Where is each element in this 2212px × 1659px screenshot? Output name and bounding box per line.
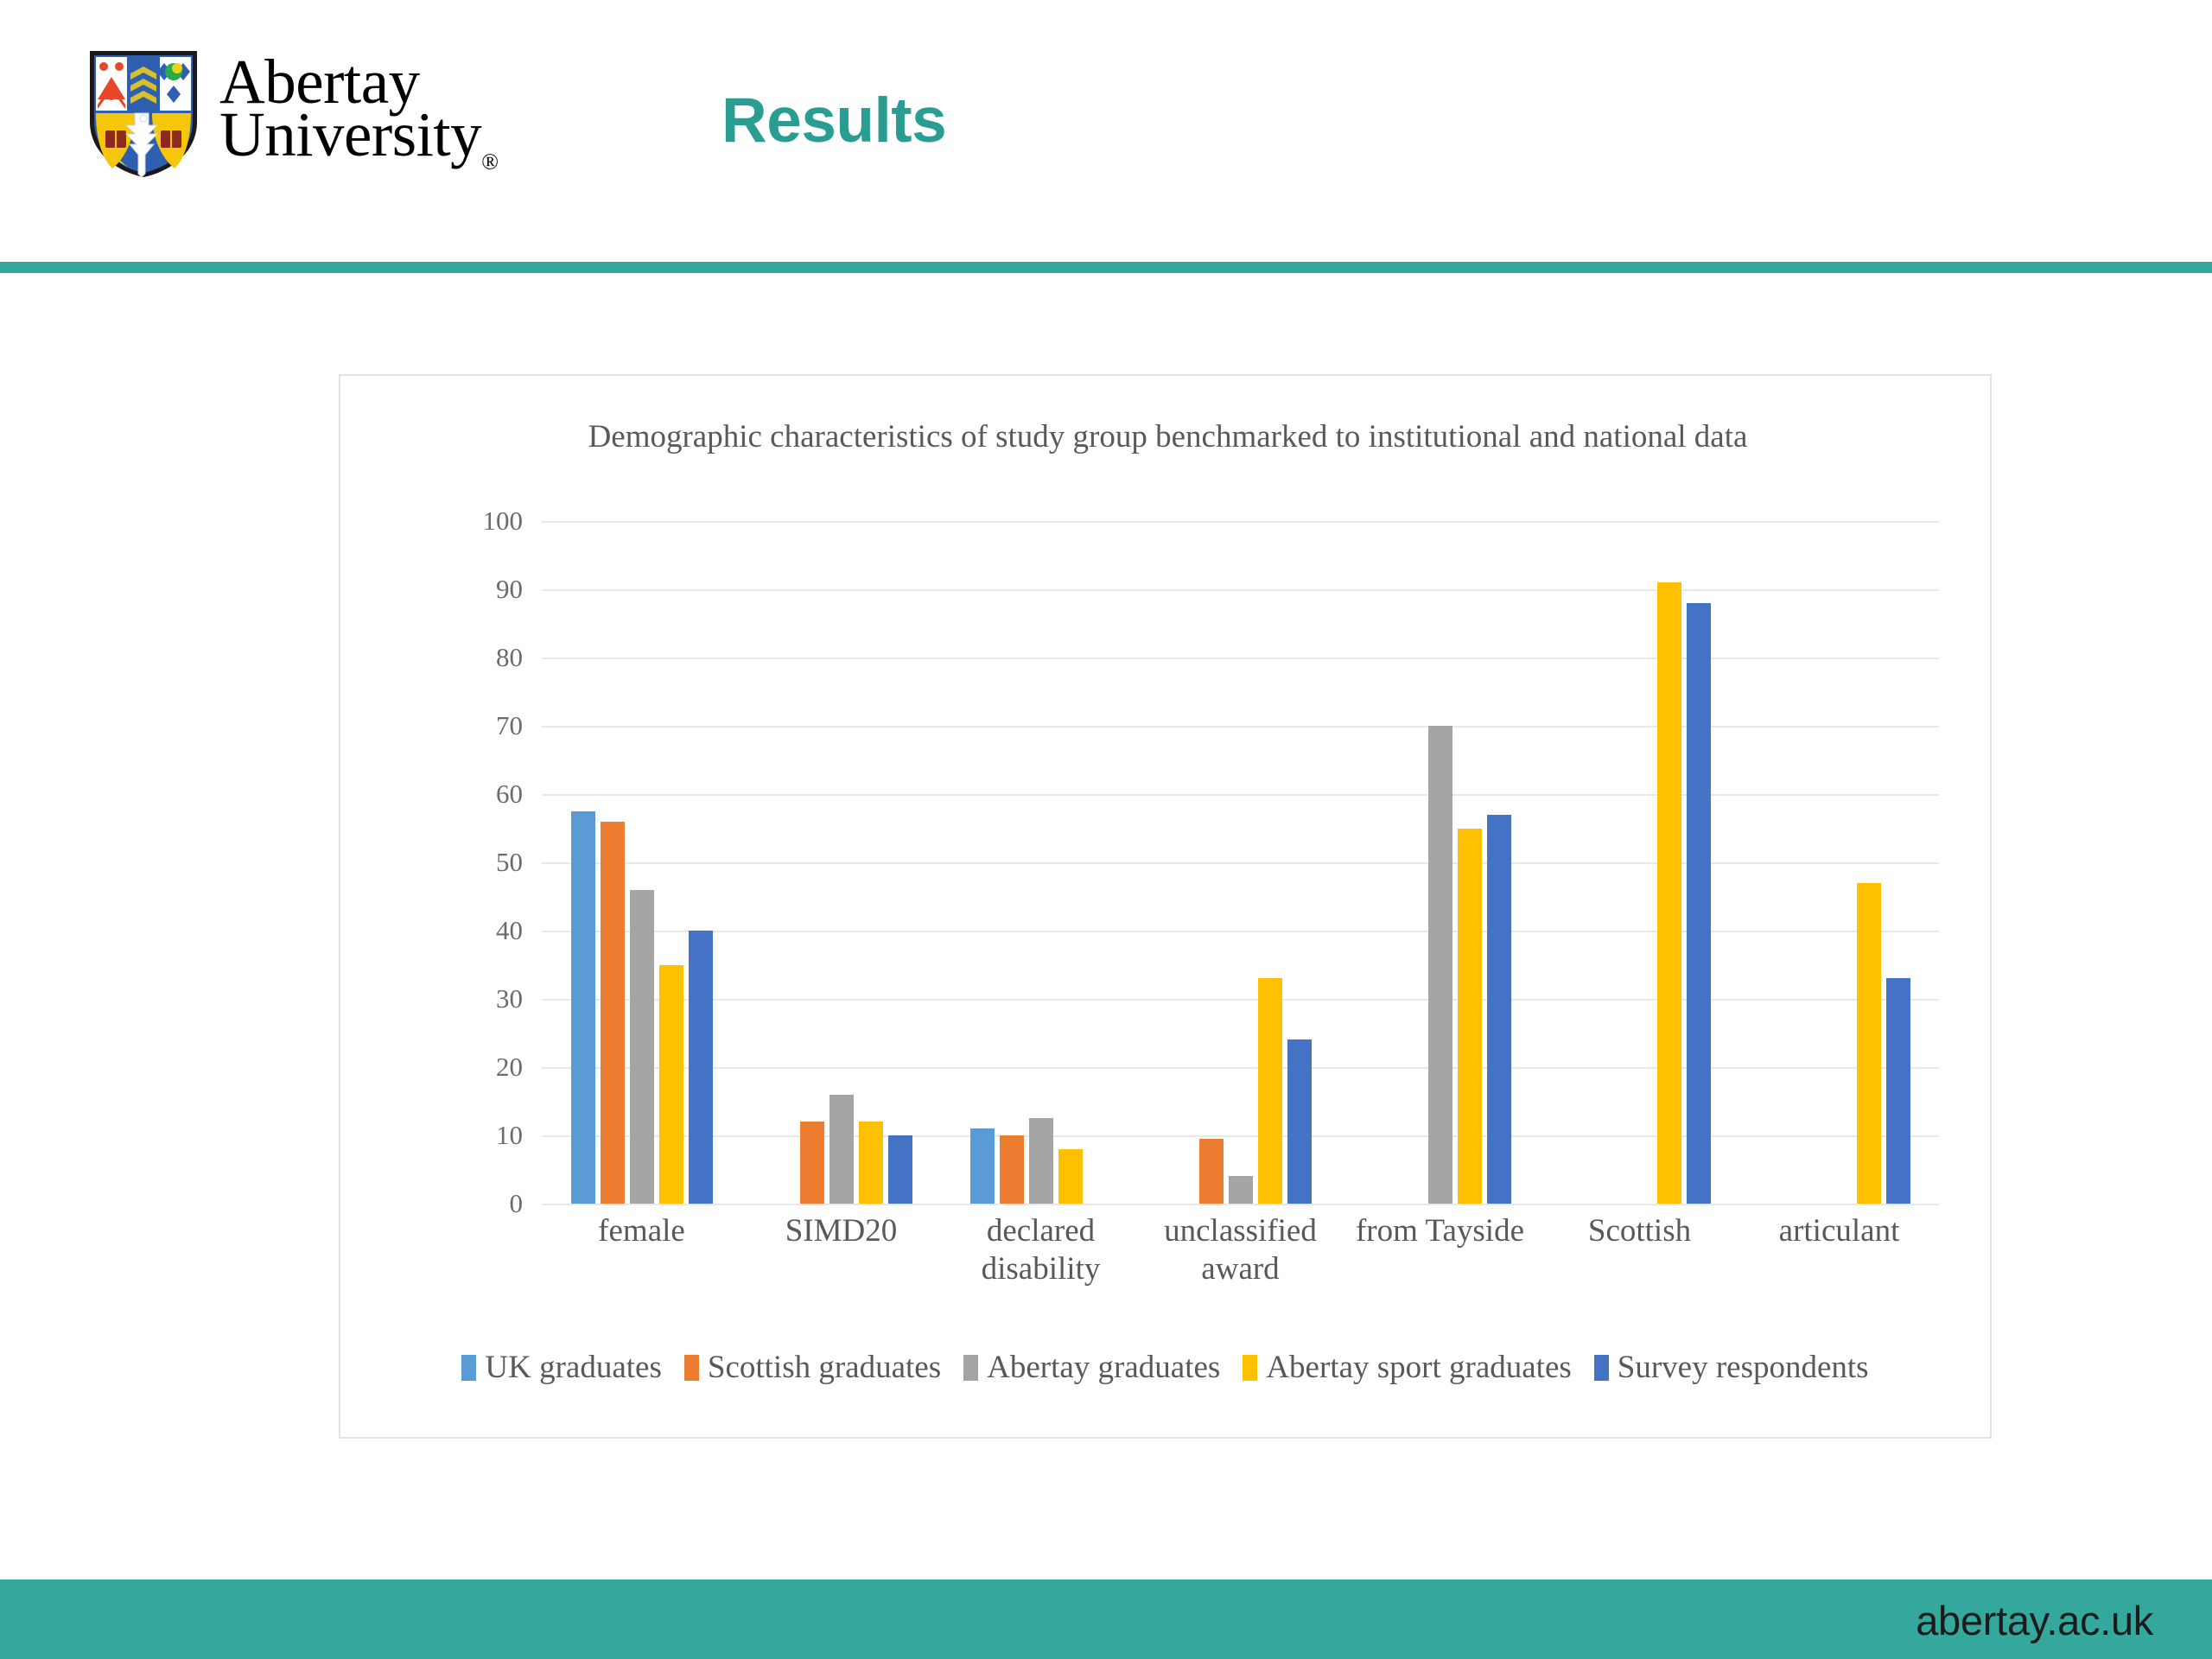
gridline (542, 521, 1939, 523)
bar-group (1141, 521, 1340, 1204)
x-axis-tick-label: Scottish (1587, 1213, 1692, 1249)
bar (1686, 602, 1711, 1204)
bar (629, 889, 654, 1204)
bar (1287, 1039, 1312, 1204)
wordmark-line-abertay: Abertay (219, 46, 420, 117)
chart-legend: UK graduates Scottish graduates Abertay gr… (340, 1349, 1990, 1386)
y-axis-tick-label: 90 (496, 574, 523, 604)
bar (887, 1135, 912, 1204)
bar-group (1540, 521, 1739, 1204)
slide-footer: abertay.ac.uk (0, 1580, 2212, 1659)
y-axis-tick-label: 70 (496, 710, 523, 741)
abertay-university-crest-icon (90, 51, 197, 178)
legend-label: Scottish graduates (707, 1350, 942, 1385)
y-axis-tick-label: 40 (496, 915, 523, 945)
bar (658, 964, 683, 1204)
x-axis-tick-label: declared disability (981, 1213, 1101, 1287)
bar-group (741, 521, 941, 1204)
gridline (542, 1067, 1939, 1069)
bar-group (1340, 521, 1540, 1204)
bar-group (542, 521, 741, 1204)
bar (1058, 1148, 1083, 1204)
y-axis-tick-label: 30 (496, 983, 523, 1014)
bar (858, 1122, 883, 1204)
abertay-logo: Abertay University® (86, 46, 499, 179)
bar (829, 1094, 854, 1204)
bar (969, 1128, 995, 1204)
bar (1427, 726, 1452, 1204)
y-axis-tick-label: 50 (496, 847, 523, 877)
gridline (542, 862, 1939, 864)
gridline (542, 726, 1939, 728)
y-axis-tick-label: 100 (482, 505, 524, 536)
bar-group (941, 521, 1141, 1204)
legend-label: Survey respondents (1617, 1350, 1869, 1385)
x-axis-tick-label: unclassified award (1164, 1213, 1317, 1287)
legend-label: Abertay graduates (987, 1350, 1221, 1385)
x-axis-tick-label: articulant (1778, 1213, 1900, 1249)
gridline (542, 794, 1939, 796)
legend-swatch-icon (683, 1354, 699, 1381)
page-title: Results (721, 86, 947, 156)
bar (1656, 582, 1681, 1204)
gridline (542, 1135, 1939, 1137)
y-axis-tick-label: 80 (496, 642, 523, 672)
chart-container: Demographic characteristics of study gro… (339, 374, 1992, 1439)
gridline (542, 589, 1939, 591)
legend-item: Scottish graduates (683, 1349, 942, 1386)
legend-swatch-icon (1593, 1354, 1609, 1381)
y-axis-tick-label: 60 (496, 779, 523, 809)
legend-item: UK graduates (461, 1349, 662, 1386)
gridline (542, 658, 1939, 659)
legend-swatch-icon (461, 1354, 477, 1381)
bar (999, 1135, 1024, 1204)
gridline (542, 999, 1939, 1001)
gridline (542, 931, 1939, 932)
bar (1457, 828, 1482, 1204)
header-divider (0, 262, 2212, 273)
legend-item: Abertay graduates (963, 1349, 1220, 1386)
bar-group (1739, 521, 1939, 1204)
bar (600, 821, 625, 1204)
wordmark-line-university: University® (219, 99, 499, 175)
gridline (542, 1204, 1939, 1205)
bar (1228, 1176, 1253, 1204)
y-axis-tick-label: 10 (496, 1120, 523, 1150)
x-axis-tick-label: SIMD20 (785, 1213, 898, 1249)
y-axis-tick-label: 20 (496, 1052, 523, 1082)
bar (1198, 1138, 1224, 1204)
bar (799, 1122, 824, 1204)
bar (1028, 1118, 1053, 1204)
chart-bars-layer (542, 521, 1939, 1204)
footer-url: abertay.ac.uk (1916, 1598, 2153, 1643)
bar (688, 931, 713, 1204)
legend-swatch-icon (1243, 1354, 1258, 1381)
bar (1856, 882, 1881, 1204)
chart-x-axis: female SIMD20 declared disability unclassifi… (542, 1212, 1939, 1307)
legend-label: UK graduates (485, 1350, 662, 1385)
slide-header: Abertay University® Results (0, 0, 2212, 264)
chart-plot-area: 0 10 20 30 40 50 60 70 80 90 100 (448, 505, 1939, 1218)
bar (1257, 978, 1282, 1204)
x-axis-tick-label: female (598, 1213, 685, 1249)
legend-swatch-icon (963, 1354, 979, 1381)
legend-label: Abertay sport graduates (1266, 1350, 1572, 1385)
legend-item: Abertay sport graduates (1243, 1349, 1572, 1386)
bar (1486, 814, 1511, 1204)
registered-trademark-icon: ® (481, 149, 499, 175)
legend-item: Survey respondents (1593, 1349, 1869, 1386)
y-axis-tick-label: 0 (509, 1188, 524, 1218)
bar (570, 810, 595, 1204)
chart-title: Demographic characteristics of study gro… (588, 419, 1748, 454)
bar (1885, 978, 1910, 1204)
abertay-wordmark: Abertay University® (219, 46, 499, 175)
x-axis-tick-label: from Tayside (1355, 1213, 1525, 1249)
